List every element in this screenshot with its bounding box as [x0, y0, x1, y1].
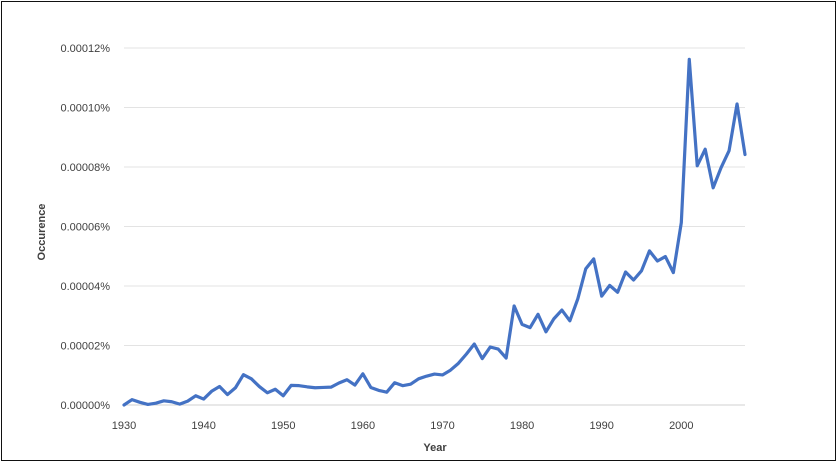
- y-tick-label: 0.00006%: [60, 222, 110, 234]
- gridlines: [124, 47, 745, 346]
- x-tick-label: 1980: [510, 420, 534, 432]
- y-axis-ticks: 0.00000% 0.00002% 0.00004% 0.00006% 0.00008%…: [60, 43, 110, 412]
- x-tick-label: 1970: [430, 420, 454, 432]
- y-tick-label: 0.00004%: [60, 281, 110, 293]
- x-tick-label: 2000: [669, 420, 693, 432]
- x-tick-label: 1950: [271, 420, 295, 432]
- y-tick-label: 0.00012%: [60, 43, 110, 55]
- y-tick-label: 0.00008%: [60, 162, 110, 174]
- x-axis-ticks: 1930 1940 1950 1960 1970 1980 1990 2000: [112, 420, 694, 432]
- x-tick-label: 1990: [589, 420, 613, 432]
- x-axis-title: Year: [423, 442, 447, 454]
- y-axis-title: Occurence: [36, 204, 48, 261]
- y-tick-label: 0.00010%: [60, 103, 110, 115]
- y-tick-label: 0.00002%: [60, 341, 110, 353]
- x-tick-label: 1940: [191, 420, 215, 432]
- x-tick-label: 1930: [112, 420, 136, 432]
- y-tick-label: 0.00000%: [60, 400, 110, 412]
- x-tick-label: 1960: [351, 420, 375, 432]
- occurrence-series-line: [122, 57, 747, 407]
